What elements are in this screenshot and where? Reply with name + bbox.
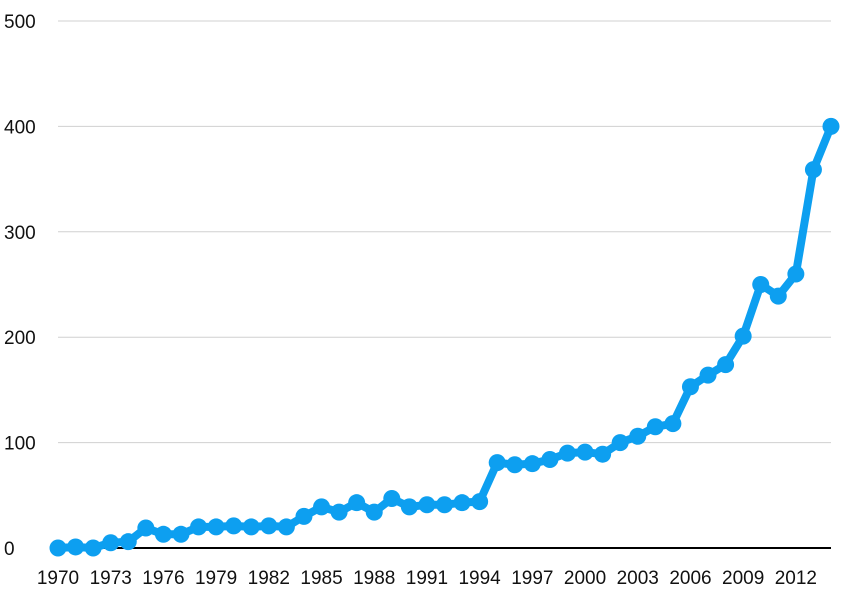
data-point-1992 — [436, 496, 453, 514]
data-point-1987 — [348, 494, 366, 512]
data-point-1981 — [242, 518, 260, 536]
data-point-1972 — [84, 539, 102, 557]
data-point-2010 — [752, 276, 770, 293]
data-point-2007 — [699, 366, 717, 384]
data-point-2012 — [787, 265, 805, 283]
data-point-1973 — [102, 534, 120, 552]
y-tick-label-0: 0 — [4, 539, 15, 560]
y-tick-label-400: 400 — [4, 117, 36, 138]
series-group — [49, 117, 840, 557]
y-tick-label-300: 300 — [4, 223, 36, 244]
x-tick-label-2009: 2009 — [722, 568, 764, 589]
x-tick-label-1979: 1979 — [195, 568, 237, 589]
x-tick-label-2012: 2012 — [775, 568, 817, 589]
x-tick-label-2006: 2006 — [669, 568, 711, 589]
data-point-1982 — [260, 517, 278, 535]
data-point-1974 — [119, 533, 137, 551]
data-point-1991 — [418, 496, 436, 514]
data-point-1990 — [400, 498, 418, 516]
y-axis-ticks: 0 100 200 300 400 500 — [4, 12, 36, 560]
data-point-2009 — [734, 327, 752, 345]
data-point-1999 — [558, 444, 576, 462]
y-tick-label-500: 500 — [4, 12, 36, 33]
data-point-1975 — [137, 519, 155, 537]
data-point-1979 — [207, 518, 225, 536]
y-tick-label-100: 100 — [4, 434, 36, 455]
data-point-1988 — [365, 503, 383, 521]
data-point-1976 — [154, 525, 172, 543]
data-point-2004 — [646, 418, 664, 436]
x-tick-label-1988: 1988 — [353, 568, 395, 589]
gridlines — [58, 20, 831, 444]
data-point-1998 — [541, 450, 559, 468]
x-tick-label-1982: 1982 — [248, 568, 290, 589]
x-tick-label-1991: 1991 — [406, 568, 448, 589]
data-point-2008 — [717, 356, 735, 374]
data-point-1986 — [330, 503, 348, 521]
x-tick-label-1997: 1997 — [511, 568, 553, 589]
data-point-2003 — [629, 427, 647, 445]
data-point-1996 — [506, 456, 524, 474]
data-point-2011 — [769, 287, 787, 305]
data-point-1971 — [67, 538, 85, 556]
x-tick-label-2000: 2000 — [564, 568, 606, 589]
data-point-1984 — [295, 507, 313, 525]
x-tick-label-1970: 1970 — [37, 568, 79, 589]
data-point-1970 — [49, 539, 67, 557]
data-point-2000 — [576, 443, 594, 461]
data-point-1985 — [313, 498, 331, 516]
data-point-1995 — [488, 454, 506, 472]
data-point-1993 — [453, 494, 471, 512]
x-tick-label-1994: 1994 — [458, 568, 501, 589]
data-point-2013 — [804, 161, 822, 179]
data-point-2014 — [822, 117, 840, 135]
data-point-1980 — [225, 517, 243, 535]
data-point-1989 — [383, 489, 401, 507]
x-tick-label-1973: 1973 — [90, 568, 132, 589]
x-axis-ticks: 1970 1973 1976 1979 1982 1985 1988 1991 1994 1997… — [37, 568, 817, 589]
y-tick-label-200: 200 — [4, 328, 36, 349]
data-point-1977 — [172, 525, 190, 543]
data-point-1978 — [190, 518, 208, 536]
data-point-2002 — [611, 434, 629, 452]
data-point-2006 — [681, 378, 699, 396]
x-tick-label-1985: 1985 — [300, 568, 342, 589]
x-tick-label-1976: 1976 — [142, 568, 184, 589]
data-point-2005 — [664, 415, 682, 433]
x-tick-label-2003: 2003 — [617, 568, 659, 589]
data-point-1997 — [523, 455, 541, 473]
data-point-1994 — [471, 493, 489, 511]
data-point-1983 — [277, 518, 295, 536]
data-point-2001 — [594, 445, 612, 463]
